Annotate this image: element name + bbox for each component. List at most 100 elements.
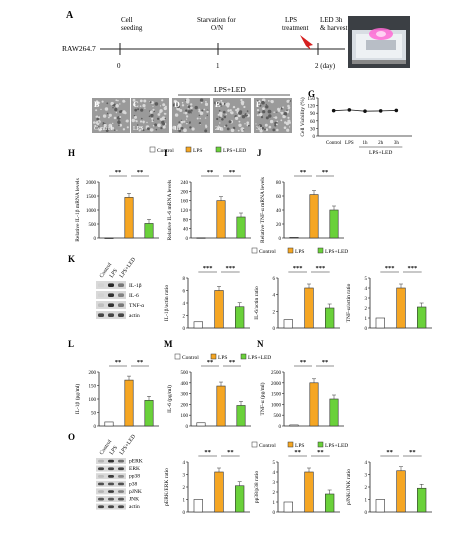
blot-band-label: actin [129, 504, 140, 510]
event-line: Cell [121, 16, 133, 24]
cell-speckle [204, 117, 207, 119]
cell-speckle [115, 111, 118, 114]
cell-speckle [204, 129, 208, 133]
cell-speckle [282, 114, 286, 119]
blot-band [98, 459, 104, 463]
cell-speckle [115, 99, 118, 102]
lps-arrow-icon [300, 35, 313, 50]
data-point [363, 109, 367, 113]
legend-row-4: Control LPS LPS+LED [251, 441, 348, 449]
cell-speckle [160, 117, 163, 121]
cell-speckle [150, 101, 154, 105]
chart-h: 0 500 1000 1500 2000 Relative IL-1β mRNA leve… [75, 169, 159, 242]
y-tick-label: 0 [186, 237, 189, 242]
cell-speckle [126, 126, 129, 129]
cell-speckle [100, 108, 102, 111]
cell-speckle [119, 116, 122, 118]
y-axis-label: IL-1β (pg/ml) [74, 384, 81, 415]
cell-speckle [223, 110, 226, 114]
significance-label: ** [115, 169, 122, 176]
cell-speckle [95, 103, 98, 106]
cell-speckle [149, 101, 152, 103]
bar-control [283, 319, 293, 329]
cell-speckle [257, 100, 259, 102]
cell-speckle [256, 104, 258, 106]
y-tick-label: 1 [365, 499, 368, 504]
y-tick-label: 0 [365, 327, 368, 332]
cell-speckle [114, 108, 118, 112]
y-tick-label: 5 [273, 461, 276, 466]
bar-control [193, 321, 203, 329]
blot-band [108, 293, 114, 297]
blot-band [98, 313, 104, 317]
y-tick-label: 3 [183, 474, 186, 479]
cell-speckle [149, 128, 154, 132]
cell-speckle [191, 127, 195, 131]
cell-speckle [199, 117, 201, 120]
significance-label: ** [322, 169, 329, 176]
blot-band [98, 303, 104, 307]
lane-label: LPS+LED [119, 434, 137, 457]
cell-speckle [110, 101, 114, 106]
cell-speckle [241, 102, 245, 106]
y-tick-label: 40 [183, 228, 189, 233]
cell-speckle [258, 100, 261, 103]
x-tick-label: Control [326, 141, 342, 146]
y-tick-label: 1 [273, 501, 276, 506]
blot-band [108, 303, 114, 307]
y-tick-label: 0 [94, 237, 97, 242]
event-line: seeding [121, 24, 143, 32]
micrograph-panel-letter: D [174, 100, 180, 109]
cell-speckle [196, 117, 199, 120]
y-tick-label: 3 [273, 481, 276, 486]
legend-row-3: Control LPS LPS+LED [174, 353, 271, 361]
cell-speckle [142, 104, 146, 108]
blot-band [98, 490, 104, 493]
y-tick-label: 2 [273, 310, 276, 315]
cell-speckle [112, 122, 114, 125]
cell-speckle [190, 103, 193, 106]
cell-line-label: RAW264.7 [62, 44, 96, 53]
cell-speckle [264, 123, 268, 127]
chart-l: 0 50 100 150 200 IL-1β (pg/ml) ** ** [74, 359, 159, 430]
y-tick-label: 2 [365, 486, 368, 491]
y-tick-label: 0 [273, 511, 276, 516]
led-device-photo [348, 16, 410, 68]
cell-speckle [221, 118, 224, 121]
cell-speckle [172, 103, 177, 107]
y-axis-label: TNF-α/actin ratio [346, 283, 352, 322]
blot-band [118, 293, 124, 297]
cell-speckle [131, 118, 135, 123]
cell-speckle [98, 128, 102, 132]
cell-speckle [134, 115, 137, 119]
bar-led [325, 493, 335, 513]
x-tick-label: 3h [394, 141, 400, 146]
panel-letter-o: O [68, 432, 75, 442]
cell-speckle [219, 122, 221, 124]
bar-lps [124, 197, 134, 239]
chart-j: 0 20 40 60 80 Relative TNF-α mRNA levels ** ** [260, 169, 344, 243]
cell-speckle [198, 122, 202, 125]
y-tick-label: 1 [365, 317, 368, 322]
blot-band [98, 293, 104, 297]
cell-speckle [183, 112, 185, 114]
chart-m: 0 100 200 300 400 500 IL-6 (pg/ml) ** ** [166, 359, 251, 430]
cell-speckle [153, 110, 155, 113]
y-tick-label: 1000 [86, 209, 97, 214]
y-axis-label: Cell Viability (%) [299, 97, 306, 136]
cell-speckle [180, 120, 184, 124]
cell-speckle [158, 124, 161, 127]
cell-speckle [274, 116, 278, 119]
y-tick-label: 4 [365, 287, 368, 292]
bar-control [375, 499, 385, 513]
x-tick-label: 1h [363, 141, 369, 146]
cell-speckle [137, 108, 140, 111]
cell-speckle [185, 99, 187, 101]
cell-speckle [103, 123, 107, 128]
bar-led [144, 223, 154, 239]
bar-led [417, 306, 427, 329]
cell-speckle [268, 114, 272, 118]
cell-speckle [105, 126, 109, 130]
cell-speckle [228, 120, 232, 124]
significance-label: ** [207, 169, 214, 176]
